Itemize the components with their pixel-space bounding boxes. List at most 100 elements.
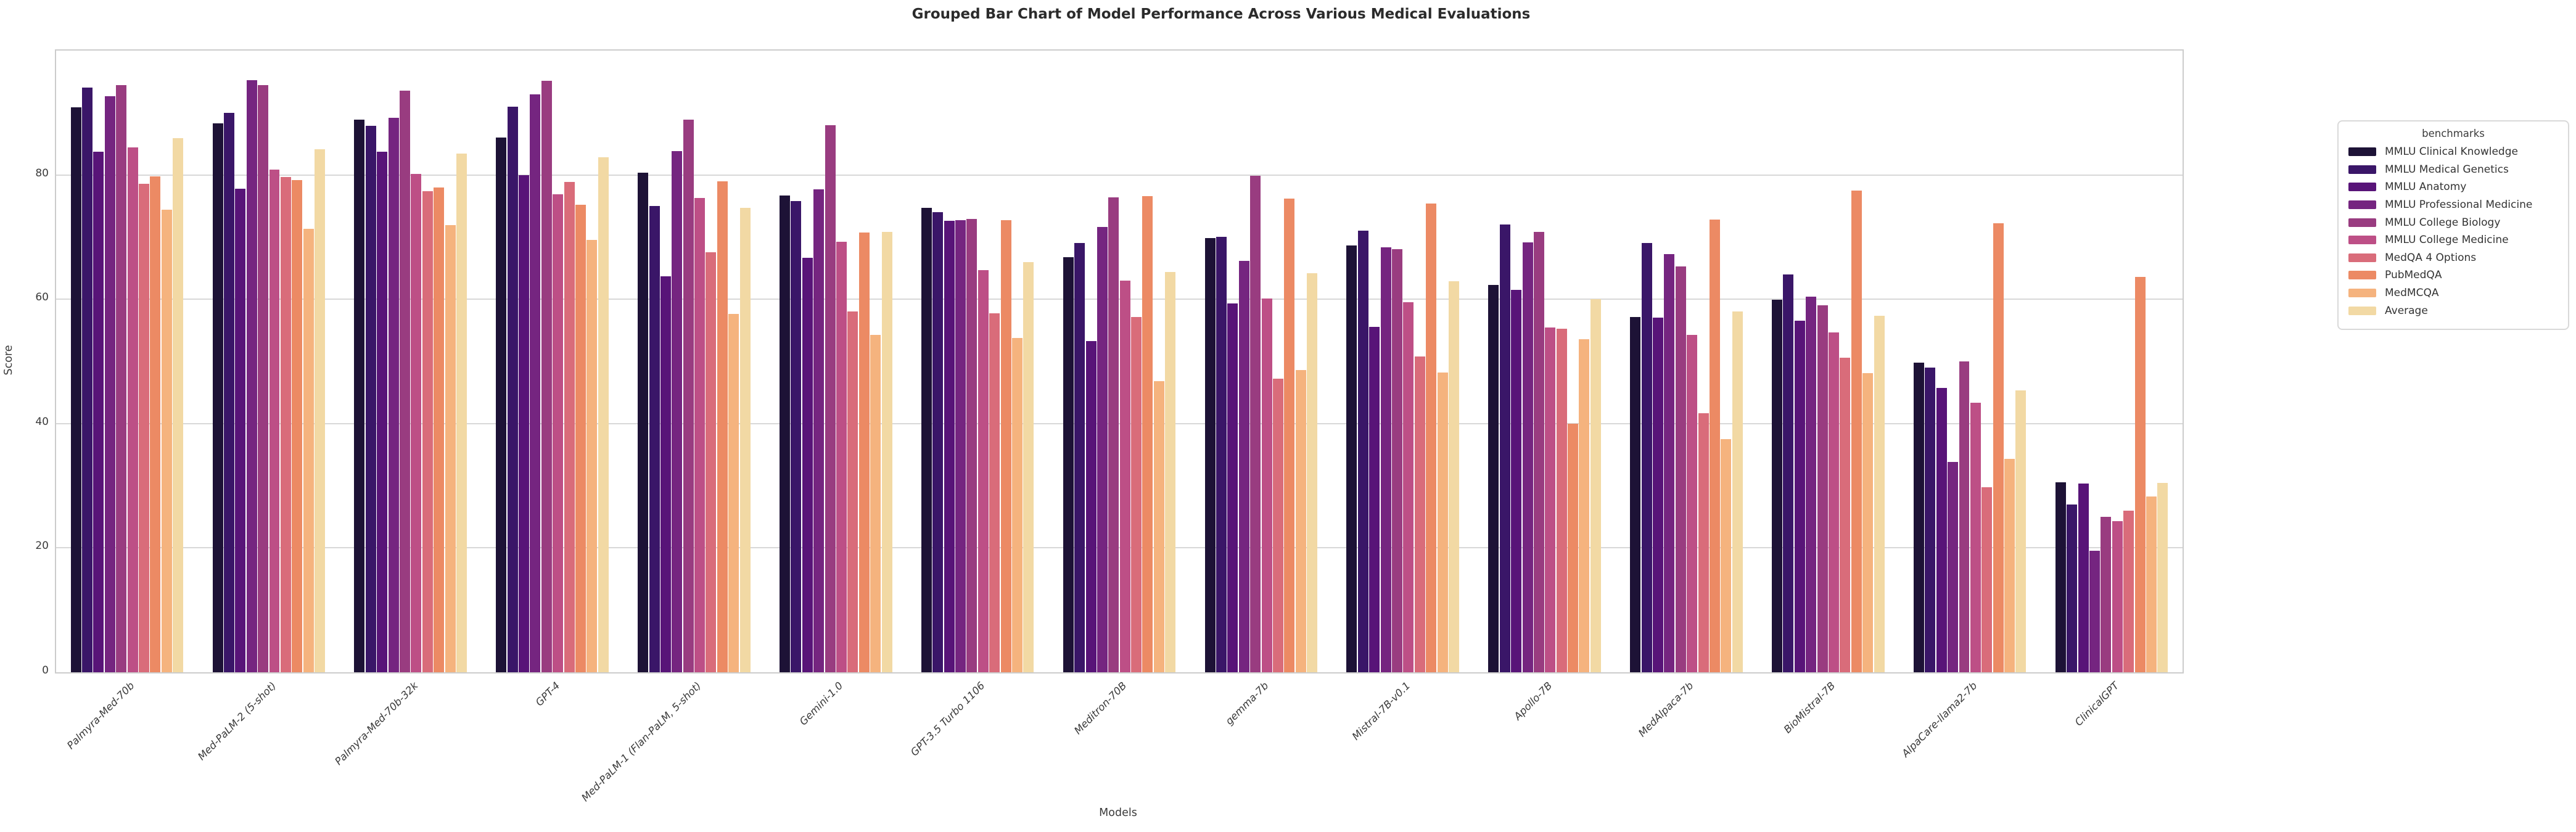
legend-row: MedMCQA	[2339, 284, 2568, 302]
bar	[660, 276, 671, 672]
x-tick-label: Palmyra-Med-70b-32k	[332, 680, 421, 768]
bar	[966, 219, 977, 672]
bar	[683, 119, 694, 672]
bar	[1925, 368, 1936, 672]
gridline-20	[56, 547, 2183, 549]
bar	[694, 197, 706, 672]
bar	[354, 119, 365, 672]
bar	[1590, 299, 1601, 672]
bar	[150, 176, 161, 672]
bar	[2067, 504, 2078, 672]
bar	[269, 169, 280, 672]
bar	[1403, 302, 1414, 672]
legend-swatch-icon	[2348, 200, 2376, 210]
bar	[1630, 317, 1641, 672]
bar	[1499, 224, 1510, 672]
bar	[1675, 266, 1686, 672]
legend-row: Average	[2339, 302, 2568, 319]
plot-area	[55, 49, 2184, 673]
bar	[70, 107, 81, 672]
bar	[1000, 220, 1011, 672]
bar	[1142, 196, 1153, 672]
bar	[1664, 253, 1675, 672]
x-tick-label: Med-PaLM-1 (Flan-PaLM, 5-shot)	[579, 680, 704, 804]
bar	[541, 81, 552, 672]
x-tick-label: Mistral-7B-v0.1	[1349, 680, 1413, 743]
x-tick-label: AlpaCare-llama2-7b	[1899, 680, 1980, 760]
bar	[82, 88, 93, 672]
y-tick-20: 20	[35, 540, 49, 553]
bar	[212, 123, 223, 672]
legend-swatch-icon	[2348, 289, 2376, 298]
bar	[1392, 249, 1403, 672]
bar	[1307, 273, 1318, 672]
legend-items: MMLU Clinical Knowledge MMLU Medical Gene…	[2339, 143, 2568, 319]
legend-title: benchmarks	[2422, 128, 2485, 139]
bar	[1874, 316, 1885, 672]
x-tick-label: Palmyra-Med-70b	[64, 680, 137, 752]
bar	[847, 311, 858, 672]
legend-swatch-icon	[2348, 271, 2376, 280]
bar	[921, 208, 932, 672]
bar	[2004, 459, 2015, 672]
legend-label: MMLU College Biology	[2385, 216, 2501, 229]
bar	[1533, 232, 1544, 672]
bar	[1913, 363, 1924, 672]
bar	[1357, 231, 1368, 672]
bar	[2123, 510, 2134, 672]
bar	[315, 149, 326, 672]
legend-label: MMLU Professional Medicine	[2385, 199, 2533, 212]
bar	[649, 206, 660, 672]
bar	[519, 175, 530, 672]
bar	[1959, 361, 1970, 672]
bar	[1074, 243, 1085, 672]
bar	[1993, 223, 2004, 672]
bar	[1284, 198, 1295, 672]
bar	[1687, 334, 1698, 672]
bar	[1414, 356, 1425, 672]
bar	[2055, 482, 2066, 672]
x-tick-label: gemma-7b	[1223, 680, 1271, 727]
x-tick-label: MedAlpaca-7b	[1636, 680, 1696, 739]
bar	[507, 106, 518, 672]
bar	[530, 94, 541, 672]
bar	[1131, 317, 1142, 672]
legend-row: MMLU Anatomy	[2339, 178, 2568, 196]
bar	[1851, 190, 1862, 672]
bar	[1709, 220, 1720, 672]
bar	[813, 189, 825, 672]
bar	[1250, 175, 1261, 672]
bar	[791, 200, 802, 672]
bar	[598, 157, 609, 672]
bar	[2112, 521, 2123, 672]
bar	[104, 96, 115, 672]
legend-swatch-icon	[2348, 253, 2376, 262]
bar	[235, 188, 246, 672]
bar	[1721, 439, 1732, 672]
legend-label: MMLU Anatomy	[2385, 181, 2467, 194]
legend-label: MedMCQA	[2385, 287, 2439, 300]
bar	[292, 179, 303, 672]
legend-label: MMLU Medical Genetics	[2385, 163, 2509, 176]
legend-row: MMLU Medical Genetics	[2339, 161, 2568, 179]
bar	[1448, 281, 1459, 672]
legend-swatch-icon	[2348, 165, 2376, 174]
bar	[1119, 280, 1130, 672]
bar	[870, 334, 881, 672]
bar	[1948, 462, 1959, 672]
legend-swatch-icon	[2348, 183, 2376, 192]
bar	[1579, 339, 1590, 672]
bar	[1981, 487, 1993, 672]
legend-row: MMLU College Biology	[2339, 213, 2568, 231]
legend-row: MMLU College Medicine	[2339, 231, 2568, 249]
x-tick-label: ClinicalGPT	[2072, 680, 2121, 728]
legend-swatch-icon	[2348, 147, 2376, 157]
bar	[1488, 285, 1499, 672]
bar	[456, 154, 467, 672]
bar	[365, 125, 376, 672]
bar	[989, 313, 1000, 672]
bar	[1641, 243, 1652, 672]
bar	[173, 138, 184, 672]
legend-row: PubMedQA	[2339, 266, 2568, 284]
gridline-40	[56, 422, 2183, 424]
